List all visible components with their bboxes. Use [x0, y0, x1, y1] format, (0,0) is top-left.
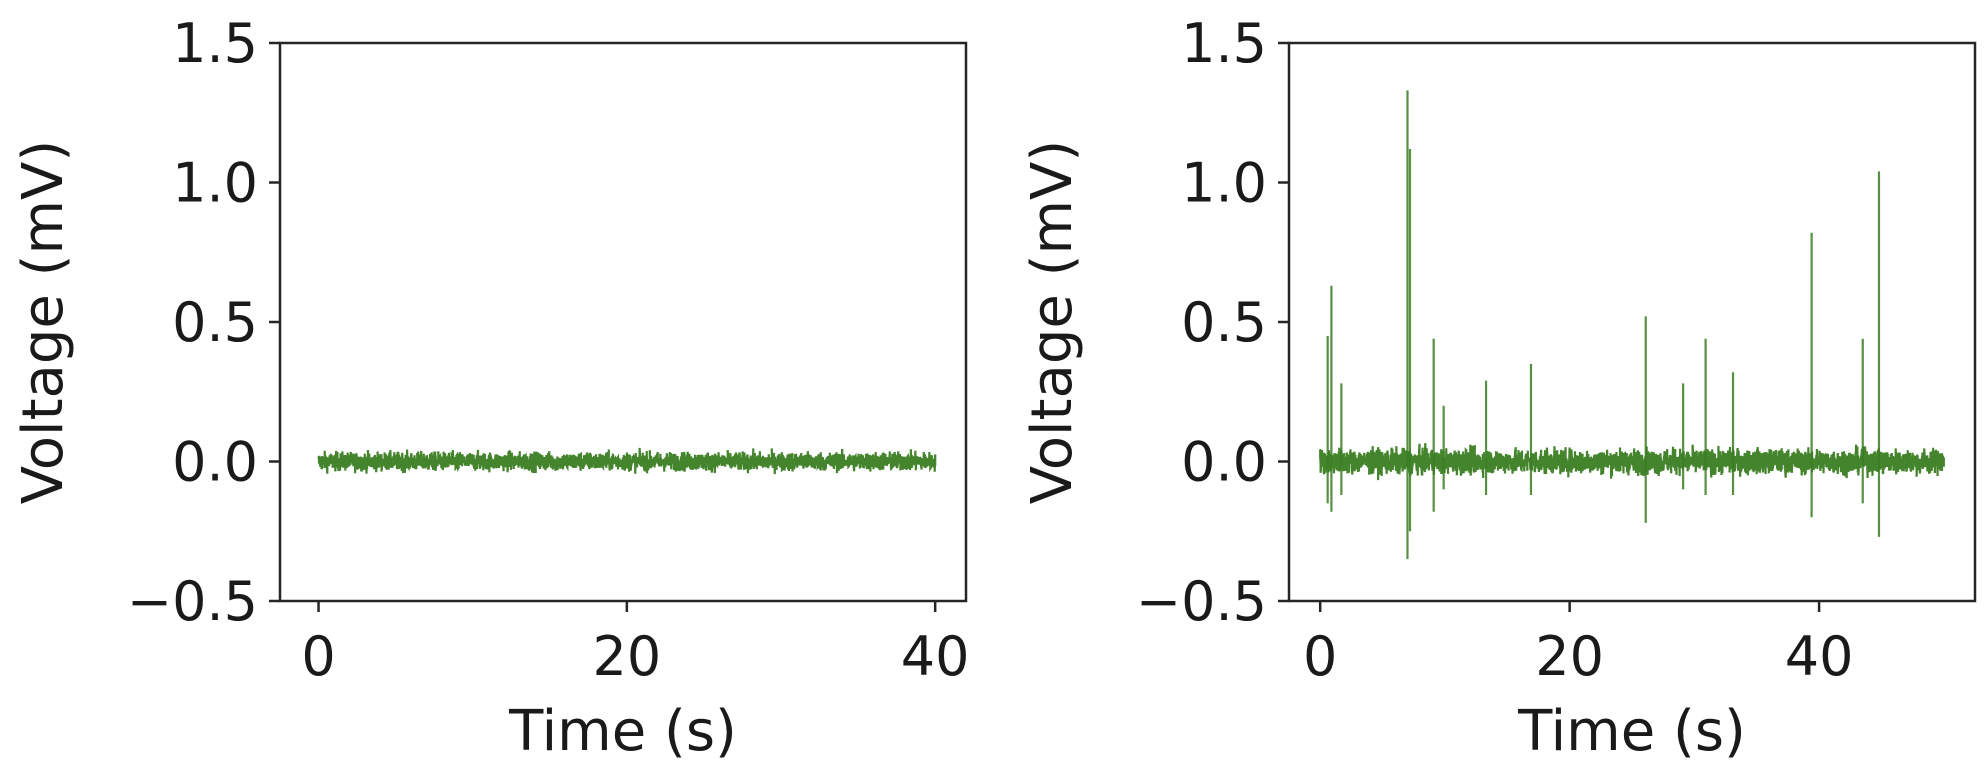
x-axis-label: Time (s)	[508, 699, 737, 764]
y-tick-label: 1.0	[1181, 152, 1267, 215]
right-panel: −0.5 0.0 0.5 1.0 1.5 0 20 40 Time (s) Voltage (mV…	[1020, 12, 1977, 764]
x-tick-label: 0	[1303, 625, 1337, 688]
y-tick-label: 0.5	[1181, 291, 1267, 354]
y-tick-label: 1.0	[172, 152, 258, 215]
x-axis-label: Time (s)	[1517, 699, 1746, 764]
y-tick-label: 1.5	[172, 12, 258, 75]
x-tick-label: 40	[901, 625, 970, 688]
y-axis-label: Voltage (mV)	[11, 140, 76, 504]
y-tick-label: −0.5	[127, 570, 258, 633]
axes-frame	[278, 41, 968, 603]
y-tick-label: 1.5	[1181, 12, 1267, 75]
x-tick-label: 0	[301, 625, 335, 688]
y-axis-label: Voltage (mV)	[1020, 140, 1085, 504]
series-trace	[317, 447, 937, 475]
y-tick-label: 0.5	[172, 291, 258, 354]
axes-frame	[1287, 41, 1977, 603]
y-tick-label: 0.0	[172, 431, 258, 494]
x-tick-label: 20	[592, 625, 661, 688]
y-tick-label: −0.5	[1136, 570, 1267, 633]
x-tick-label: 20	[1535, 625, 1604, 688]
y-tick-label: 0.0	[1181, 431, 1267, 494]
x-tick-label: 40	[1785, 625, 1854, 688]
left-panel: −0.5 0.0 0.5 1.0 1.5 0 20 40 Time (s) Voltage (mV…	[11, 12, 970, 764]
series-trace	[1319, 443, 1945, 481]
